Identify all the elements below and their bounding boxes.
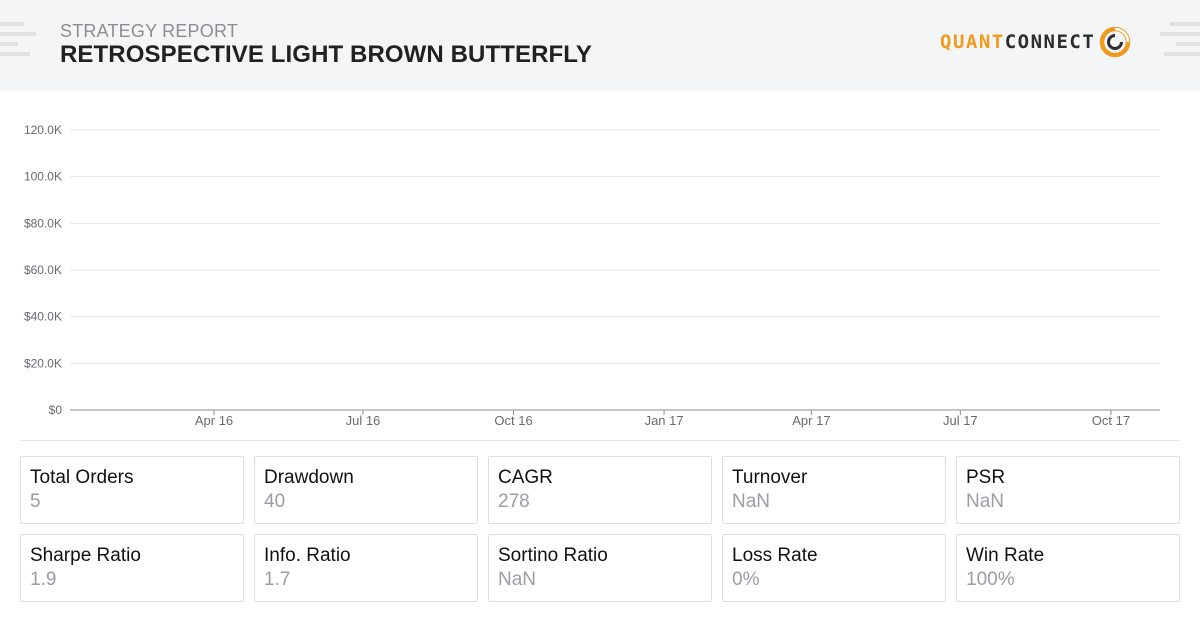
stat-label: CAGR <box>498 467 553 488</box>
y-tick-label: $60.0K <box>24 263 62 277</box>
stat-label: PSR <box>966 467 1006 488</box>
report-type-label: STRATEGY REPORT <box>60 21 239 41</box>
x-tick-label: Apr 17 <box>792 413 830 428</box>
stat-card-turnover: Turnover NaN <box>722 456 946 524</box>
stat-card-drawdown: Drawdown 40 <box>254 456 478 524</box>
stat-label: Info. Ratio <box>264 545 351 566</box>
stat-value: 1.9 <box>30 569 57 590</box>
logo-ring-icon <box>1100 26 1131 58</box>
x-tick-label: Jul 17 <box>943 413 978 428</box>
stat-label: Drawdown <box>264 467 354 488</box>
logo-connect-text: CONNECT <box>1004 30 1096 53</box>
quantconnect-logo: QUANTCONNECT <box>940 24 1133 60</box>
stat-label: Sortino Ratio <box>498 545 608 566</box>
stat-card-info-ratio: Info. Ratio 1.7 <box>254 534 478 602</box>
stat-value: 0% <box>732 569 760 590</box>
x-tick-label: Oct 16 <box>494 413 532 428</box>
stat-value: 278 <box>498 491 530 512</box>
section-divider <box>20 440 1180 441</box>
y-tick-label: 120.0K <box>24 123 62 137</box>
logo-wordmark: QUANTCONNECT <box>940 30 1096 53</box>
stat-value: NaN <box>966 491 1005 512</box>
equity-chart-svg: $0 $20.0K $40.0K $60.0K $80.0K 100.0K 120.0K Ap… <box>24 123 1160 428</box>
equity-chart: $0 $20.0K $40.0K $60.0K $80.0K 100.0K 120.0K Ap… <box>0 110 1200 440</box>
x-tick-label: Apr 16 <box>195 413 233 428</box>
y-tick-label: $80.0K <box>24 216 62 230</box>
stat-label: Win Rate <box>966 545 1045 566</box>
stat-label: Total Orders <box>30 467 134 488</box>
report-header: STRATEGY REPORT RETROSPECTIVE LIGHT BROW… <box>0 0 1200 90</box>
stat-value: NaN <box>498 569 537 590</box>
stat-card-win-rate: Win Rate 100% <box>956 534 1180 602</box>
stat-label: Turnover <box>732 467 808 488</box>
stat-card-psr: PSR NaN <box>956 456 1180 524</box>
y-tick-label: $40.0K <box>24 310 62 324</box>
x-tick-label: Oct 17 <box>1092 413 1130 428</box>
stat-value: 100% <box>966 569 1015 590</box>
stat-card-total-orders: Total Orders 5 <box>20 456 244 524</box>
stat-card-sharpe-ratio: Sharpe Ratio 1.9 <box>20 534 244 602</box>
stat-label: Sharpe Ratio <box>30 545 141 566</box>
logo-quant-text: QUANT <box>940 30 1005 53</box>
x-tick-label: Jul 16 <box>346 413 381 428</box>
y-tick-label: 100.0K <box>24 170 62 184</box>
stat-value: 40 <box>264 491 286 512</box>
x-tick-label: Jan 17 <box>645 413 684 428</box>
stat-value: 1.7 <box>264 569 291 590</box>
stat-value: NaN <box>732 491 771 512</box>
y-tick-label: $0 <box>49 403 63 417</box>
stat-card-loss-rate: Loss Rate 0% <box>722 534 946 602</box>
y-tick-label: $20.0K <box>24 356 62 370</box>
stat-value: 5 <box>30 491 41 512</box>
stat-label: Loss Rate <box>732 545 818 566</box>
strategy-title: RETROSPECTIVE LIGHT BROWN BUTTERFLY <box>60 41 592 68</box>
stat-card-cagr: CAGR 278 <box>488 456 712 524</box>
stat-card-sortino-ratio: Sortino Ratio NaN <box>488 534 712 602</box>
